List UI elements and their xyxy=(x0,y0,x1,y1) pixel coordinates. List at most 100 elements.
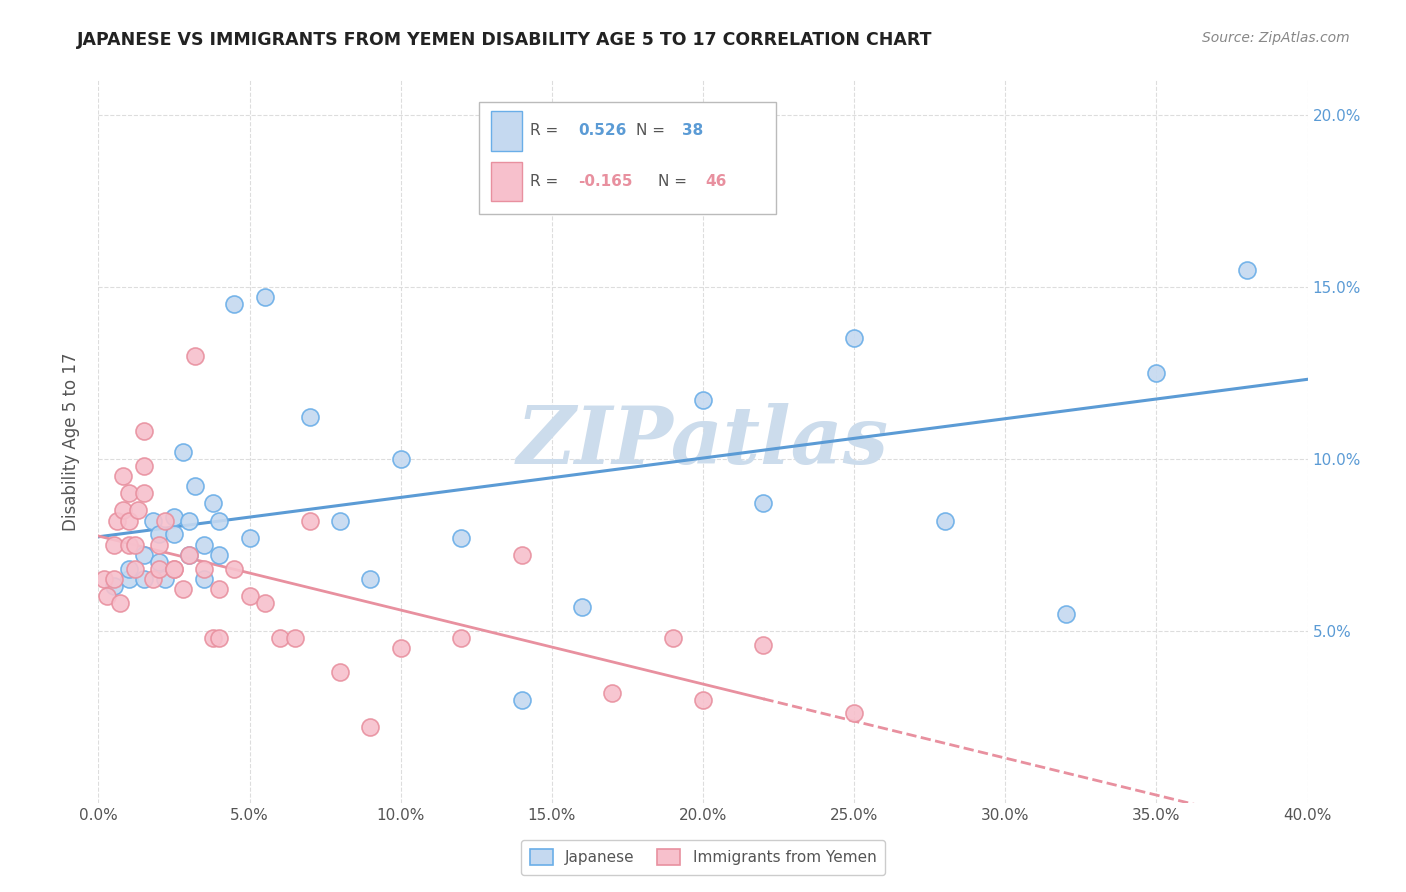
Point xyxy=(132,486,155,500)
Point xyxy=(179,548,201,562)
Point xyxy=(692,692,714,706)
FancyBboxPatch shape xyxy=(479,102,776,214)
Point xyxy=(284,631,307,645)
Point xyxy=(103,538,125,552)
Point xyxy=(661,631,683,645)
Point xyxy=(118,514,141,528)
Point xyxy=(132,548,155,562)
Point xyxy=(224,562,246,576)
Point xyxy=(172,445,194,459)
Text: R =: R = xyxy=(530,174,564,189)
Point xyxy=(142,514,165,528)
FancyBboxPatch shape xyxy=(492,111,522,151)
Point xyxy=(329,665,352,679)
Point xyxy=(148,527,170,541)
Point xyxy=(184,479,207,493)
Point xyxy=(208,631,231,645)
Point xyxy=(389,640,412,655)
Point xyxy=(184,349,207,363)
Point xyxy=(208,514,231,528)
Point xyxy=(163,510,186,524)
Point xyxy=(148,555,170,569)
Point xyxy=(510,692,533,706)
Point xyxy=(202,496,225,510)
Point xyxy=(752,496,775,510)
Text: JAPANESE VS IMMIGRANTS FROM YEMEN DISABILITY AGE 5 TO 17 CORRELATION CHART: JAPANESE VS IMMIGRANTS FROM YEMEN DISABI… xyxy=(77,31,932,49)
Point xyxy=(934,514,956,528)
Point xyxy=(118,572,141,586)
Point xyxy=(132,458,155,473)
Text: ZIPatlas: ZIPatlas xyxy=(517,403,889,480)
Point xyxy=(389,451,412,466)
Point xyxy=(118,486,141,500)
Point xyxy=(108,596,131,610)
Point xyxy=(360,720,382,734)
Point xyxy=(148,538,170,552)
Point xyxy=(329,514,352,528)
Point xyxy=(239,590,262,604)
Point xyxy=(450,531,472,545)
Point xyxy=(124,538,146,552)
Point xyxy=(142,572,165,586)
Point xyxy=(148,562,170,576)
Point xyxy=(127,503,149,517)
Text: N =: N = xyxy=(658,174,692,189)
Point xyxy=(105,514,128,528)
Legend: Japanese, Immigrants from Yemen: Japanese, Immigrants from Yemen xyxy=(520,840,886,875)
Text: R =: R = xyxy=(530,123,564,138)
Point xyxy=(179,548,201,562)
Point xyxy=(844,331,866,345)
Point xyxy=(153,514,176,528)
Y-axis label: Disability Age 5 to 17: Disability Age 5 to 17 xyxy=(62,352,80,531)
Point xyxy=(208,582,231,597)
Point xyxy=(692,393,714,408)
Point xyxy=(844,706,866,721)
Point xyxy=(132,424,155,438)
Point xyxy=(299,410,322,425)
Point xyxy=(208,548,231,562)
Point xyxy=(510,548,533,562)
Point xyxy=(111,469,134,483)
Point xyxy=(103,572,125,586)
Point xyxy=(360,572,382,586)
Point xyxy=(450,631,472,645)
Point xyxy=(172,582,194,597)
Point xyxy=(163,562,186,576)
Point xyxy=(239,531,262,545)
Point xyxy=(1144,366,1167,380)
Point xyxy=(118,538,141,552)
Point xyxy=(163,527,186,541)
Point xyxy=(224,297,246,311)
Point xyxy=(111,503,134,517)
Text: 46: 46 xyxy=(706,174,727,189)
Point xyxy=(253,290,276,304)
Point xyxy=(103,579,125,593)
Text: Source: ZipAtlas.com: Source: ZipAtlas.com xyxy=(1202,31,1350,45)
Point xyxy=(1236,262,1258,277)
FancyBboxPatch shape xyxy=(492,161,522,202)
Point xyxy=(202,631,225,645)
Point xyxy=(193,562,215,576)
Point xyxy=(132,572,155,586)
Point xyxy=(631,169,654,184)
Text: 38: 38 xyxy=(682,123,703,138)
Point xyxy=(163,562,186,576)
Point xyxy=(571,599,593,614)
Point xyxy=(1054,607,1077,621)
Text: N =: N = xyxy=(637,123,671,138)
Text: 0.526: 0.526 xyxy=(578,123,627,138)
Point xyxy=(193,538,215,552)
Point xyxy=(124,562,146,576)
Text: -0.165: -0.165 xyxy=(578,174,633,189)
Point xyxy=(752,638,775,652)
Point xyxy=(602,686,624,700)
Point xyxy=(93,572,115,586)
Point xyxy=(193,572,215,586)
Point xyxy=(269,631,291,645)
Point xyxy=(253,596,276,610)
Point xyxy=(153,572,176,586)
Point xyxy=(118,562,141,576)
Point xyxy=(96,590,118,604)
Point xyxy=(299,514,322,528)
Point xyxy=(179,514,201,528)
